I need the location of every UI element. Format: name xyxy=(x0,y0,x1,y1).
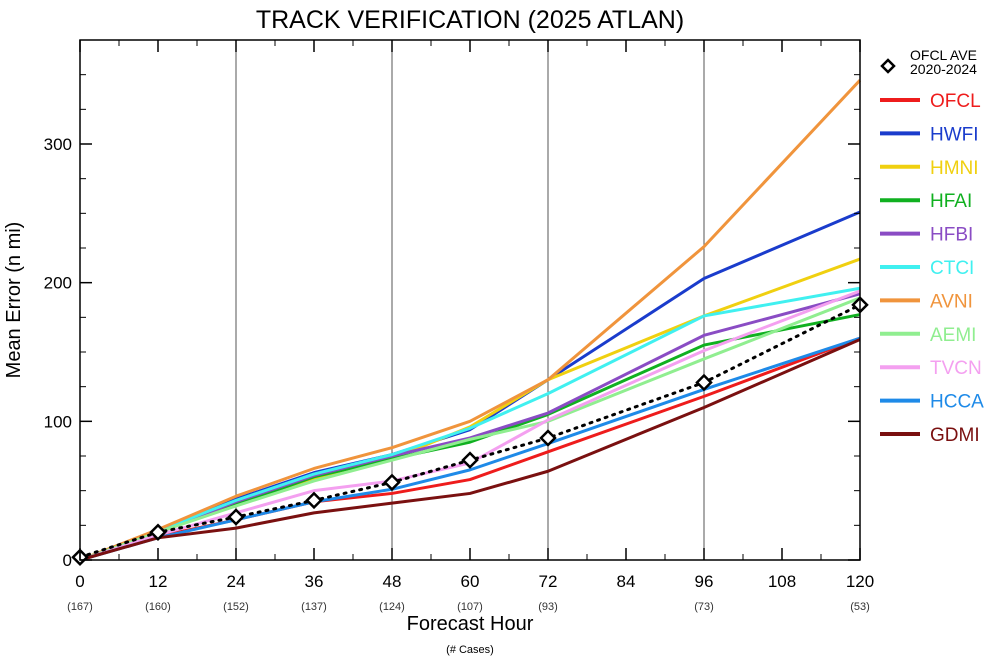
x-tick-label: 36 xyxy=(305,572,324,591)
reference-line xyxy=(71,296,869,566)
series-lines xyxy=(79,79,862,562)
x-tick-label: 72 xyxy=(539,572,558,591)
plot-frame xyxy=(79,39,861,561)
chart-title: TRACK VERIFICATION (2025 ATLAN) xyxy=(256,6,684,34)
series-line-ofcl xyxy=(79,336,861,562)
x-tick-label: 0 xyxy=(75,572,84,591)
reference-marker xyxy=(695,373,713,392)
axes: 0 12 24 36 48 60 72 84 96 108 120 0 100 200 300 (167) (1… xyxy=(44,39,874,613)
series-line-hwfi xyxy=(79,210,861,562)
x-axis-label: Forecast Hour xyxy=(407,613,534,635)
case-count-label: (167) xyxy=(67,601,93,613)
case-count-label: (152) xyxy=(223,601,249,613)
legend-reference-label: OFCL AVE xyxy=(910,47,977,63)
reference-marker xyxy=(305,491,323,510)
legend-label-hmni: HMNI xyxy=(930,158,979,179)
x-tick-label: 120 xyxy=(846,572,874,591)
y-tick-label: 100 xyxy=(44,412,72,431)
legend-label-avni: AVNI xyxy=(930,291,973,312)
series-line-aemi xyxy=(79,296,861,562)
case-count-label: (124) xyxy=(379,601,405,613)
x-tick-label: 48 xyxy=(383,572,402,591)
series-line-gdmi xyxy=(79,338,861,562)
legend-label-ofcl: OFCL xyxy=(930,91,981,112)
reference-marker xyxy=(227,508,245,526)
x-axis-sublabel: (# Cases) xyxy=(446,644,494,656)
x-tick-label: 108 xyxy=(768,572,796,591)
legend-reference-label: 2020-2024 xyxy=(910,61,977,77)
vertical-gridlines xyxy=(235,40,705,560)
case-count-label: (53) xyxy=(850,601,870,613)
legend-reference-marker xyxy=(880,58,896,74)
reference-marker xyxy=(539,429,557,447)
legend-label-ctci: CTCI xyxy=(930,258,974,279)
series-line-avni xyxy=(79,79,862,562)
x-tick-label: 24 xyxy=(227,572,246,591)
case-count-label: (93) xyxy=(538,601,558,613)
case-count-label: (160) xyxy=(145,601,171,613)
case-count-label: (107) xyxy=(457,601,483,613)
legend-label-tvcn: TVCN xyxy=(930,358,982,379)
legend-label-hcca: HCCA xyxy=(930,392,984,413)
y-axis-label: Mean Error (n mi) xyxy=(3,222,25,379)
y-tick-label: 300 xyxy=(44,135,72,154)
x-tick-label: 12 xyxy=(149,572,168,591)
case-count-label: (73) xyxy=(694,601,714,613)
reference-marker xyxy=(149,523,167,542)
legend-label-hfai: HFAI xyxy=(930,191,972,212)
series-line-ctci xyxy=(79,286,861,562)
x-tick-label: 60 xyxy=(461,572,480,591)
legend-label-gdmi: GDMI xyxy=(930,425,980,446)
legend-label-aemi: AEMI xyxy=(930,325,976,346)
reference-marker xyxy=(461,451,479,469)
legend-label-hfbi: HFBI xyxy=(930,225,973,246)
legend-label-hwfi: HWFI xyxy=(930,124,979,145)
reference-marker xyxy=(383,473,401,492)
case-count-label: (137) xyxy=(301,601,327,613)
x-tick-label: 96 xyxy=(695,572,714,591)
x-tick-label: 84 xyxy=(617,572,636,591)
y-tick-label: 200 xyxy=(44,274,72,293)
y-tick-label: 0 xyxy=(63,551,72,570)
